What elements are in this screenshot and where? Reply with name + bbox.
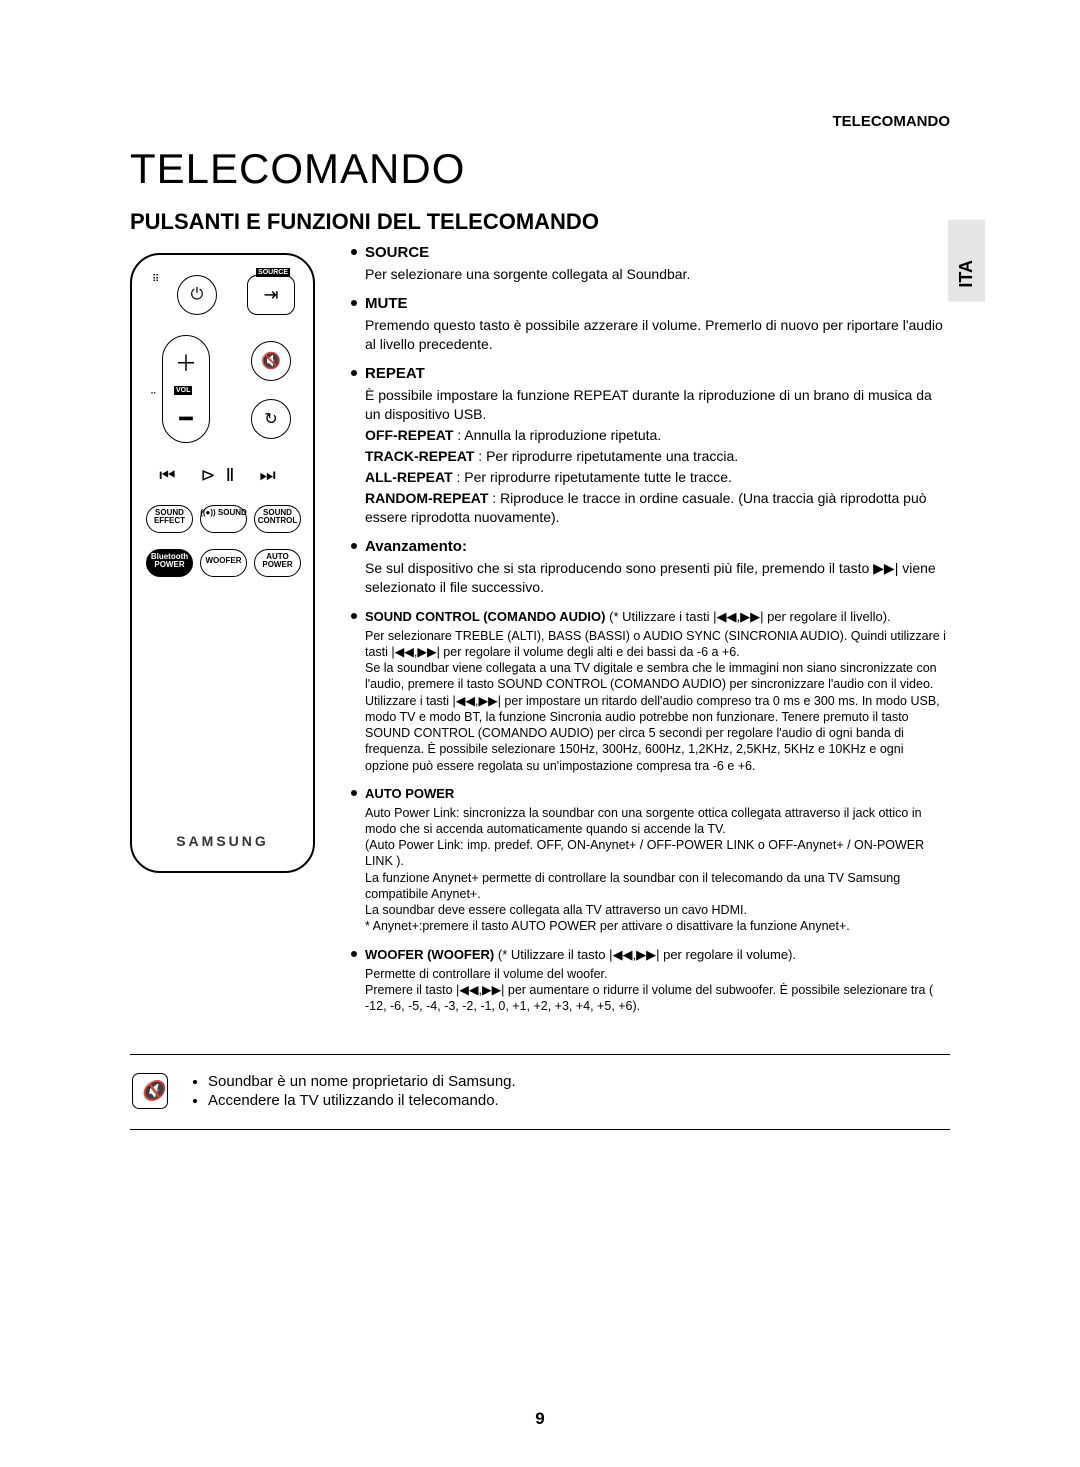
desc-title: Avanzamento: [365,538,467,555]
desc-body: Auto Power Link: sincronizza la soundbar… [365,805,950,935]
prev-icon: ⏮ [159,465,185,485]
page-subtitle: PULSANTI E FUNZIONI DEL TELECOMANDO [130,209,950,235]
descriptions-column: SOURCE Per selezionare una sorgente coll… [351,243,950,1024]
footnote-divider [130,1129,950,1130]
desc-title: REPEAT [365,365,425,382]
desc-body: Permette di controllare il volume del wo… [365,966,950,1015]
vol-minus-icon: ━ [163,406,209,432]
desc-auto-power: AUTO POWER Auto Power Link: sincronizza … [351,784,950,935]
remote-body: ⏻ ⠿ ⇥ SOURCE ＋ ━ VOL ⠤ 🔇 [130,253,315,873]
remote-diagram: ⏻ ⠿ ⇥ SOURCE ＋ ━ VOL ⠤ 🔇 [130,243,325,1024]
source-label: SOURCE [256,268,290,277]
desc-title: SOUND CONTROL (COMANDO AUDIO) (* Utilizz… [365,609,891,624]
desc-woofer: WOOFER (WOOFER) (* Utilizzare il tasto |… [351,945,950,1015]
desc-mute: MUTE Premendo questo tasto è possibile a… [351,294,950,354]
footnote-item: Soundbar è un nome proprietario di Samsu… [208,1073,516,1090]
braille-dots-icon: ⠿ [152,277,159,283]
desc-body: Per selezionare TREBLE (ALTI), BASS (BAS… [365,628,950,774]
page-number: 9 [0,1409,1080,1429]
bt-power-label: Bluetooth POWER [146,553,193,569]
power-button-icon: ⏻ [177,275,217,315]
footnote-icon [132,1073,168,1109]
content-row: ⏻ ⠿ ⇥ SOURCE ＋ ━ VOL ⠤ 🔇 [130,243,950,1024]
surround-label: ((●)) SOUND [200,509,247,517]
repeat-sub-2: ALL-REPEAT : Per riprodurre ripetutament… [365,468,950,487]
repeat-sub-0: OFF-REPEAT : Annulla la riproduzione rip… [365,426,950,445]
transport-row: ⏮ ⊳Ⅱ ⏭ [132,465,313,486]
desc-body: Se sul dispositivo che si sta riproducen… [365,559,950,597]
brand-logo: SAMSUNG [132,833,313,849]
repeat-icon: ↻ [252,409,290,429]
play-pause-icon: ⊳Ⅱ [201,465,245,485]
desc-title: MUTE [365,295,408,312]
desc-repeat: REPEAT È possibile impostare la funzione… [351,364,950,526]
mute-button-icon: 🔇 [251,341,291,381]
mute-icon: 🔇 [252,351,290,371]
footnote-list: Soundbar è un nome proprietario di Samsu… [190,1073,516,1111]
footnote-item: Accendere la TV utilizzando il telecoman… [208,1092,516,1109]
auto-power-label: AUTO POWER [254,553,301,569]
footnotes: Soundbar è un nome proprietario di Samsu… [130,1054,950,1111]
desc-body: È possibile impostare la funzione REPEAT… [365,386,950,424]
power-icon: ⏻ [178,286,216,304]
page: TELECOMANDO ITA TELECOMANDO PULSANTI E F… [0,0,1080,1467]
header-section: TELECOMANDO [833,113,951,130]
desc-title: SOURCE [365,244,429,261]
language-tab: ITA [948,220,985,302]
source-icon: ⇥ [248,285,294,306]
next-icon: ⏭ [259,465,285,485]
vol-dots-icon: ⠤ [150,386,157,397]
page-title: TELECOMANDO [130,145,950,193]
desc-title: AUTO POWER [365,786,454,801]
desc-advance: Avanzamento: Se sul dispositivo che si s… [351,537,950,597]
woofer-label: WOOFER [200,557,247,565]
desc-source: SOURCE Per selezionare una sorgente coll… [351,243,950,284]
repeat-sub-1: TRACK-REPEAT : Per riprodurre ripetutame… [365,447,950,466]
repeat-sub-3: RANDOM-REPEAT : Riproduce le tracce in o… [365,489,950,527]
desc-title: WOOFER (WOOFER) (* Utilizzare il tasto |… [365,947,796,962]
desc-sound-control: SOUND CONTROL (COMANDO AUDIO) (* Utilizz… [351,607,950,774]
source-button-icon: ⇥ [247,275,295,315]
vol-label: VOL [174,386,192,395]
vol-plus-icon: ＋ [163,346,209,378]
sound-control-label: SOUND CONTROL [254,509,301,525]
sound-effect-label: SOUND EFFECT [146,509,193,525]
desc-body: Premendo questo tasto è possibile azzera… [365,316,950,354]
desc-body: Per selezionare una sorgente collegata a… [365,265,950,284]
repeat-button-icon: ↻ [251,399,291,439]
